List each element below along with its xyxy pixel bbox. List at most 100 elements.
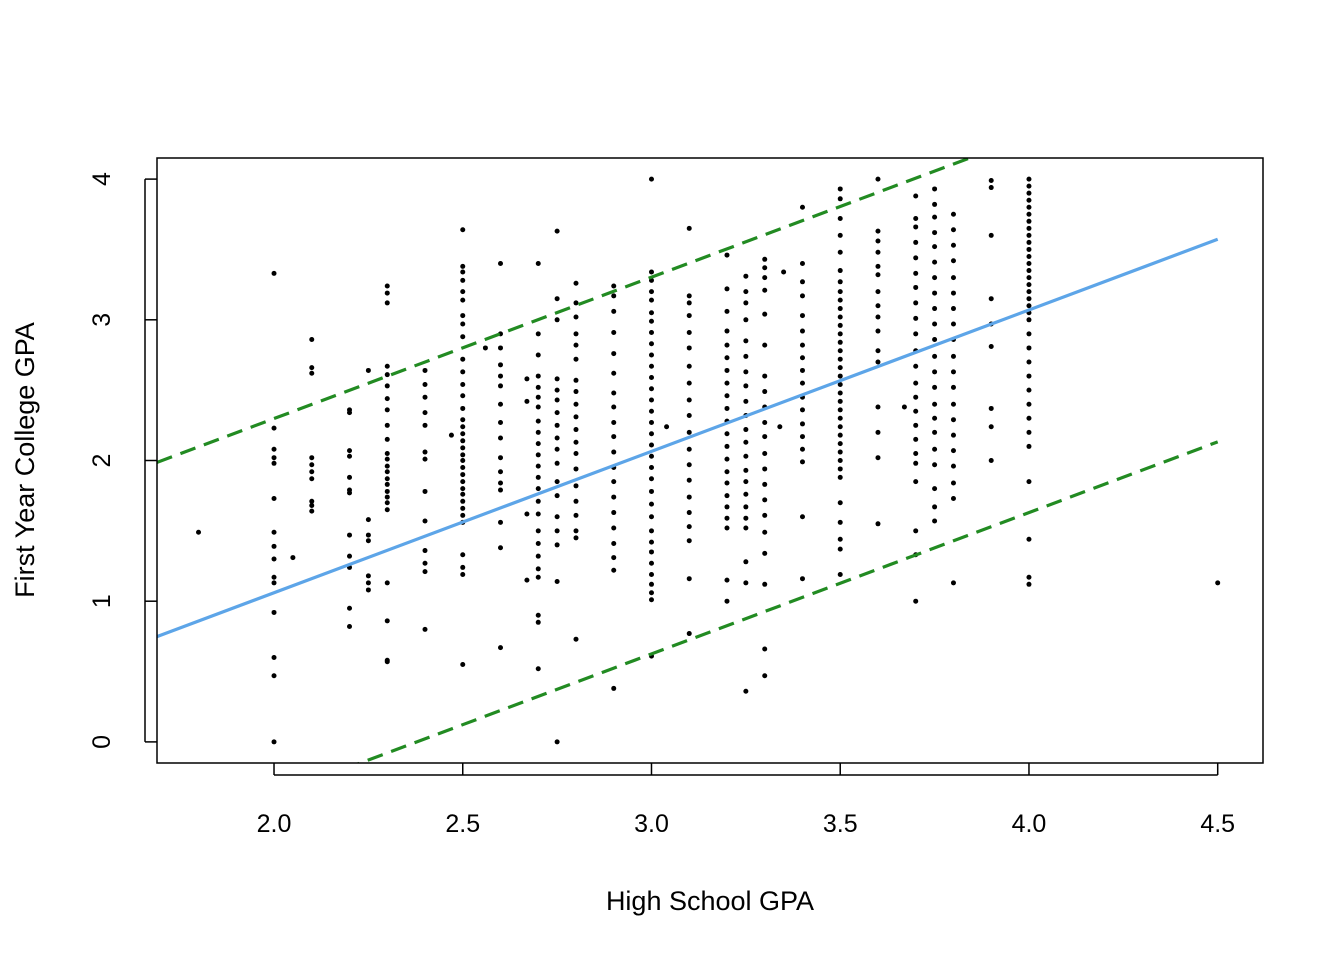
data-point (950, 242, 956, 248)
data-point (384, 283, 390, 289)
y-tick-label: 1 (88, 594, 116, 608)
data-point (309, 455, 315, 461)
data-point (309, 469, 315, 475)
data-point (648, 501, 654, 507)
data-point (365, 517, 371, 523)
data-point (686, 225, 692, 231)
data-point (535, 404, 541, 410)
data-point (686, 510, 692, 516)
data-point (1215, 580, 1221, 586)
data-point (837, 249, 843, 255)
data-point (422, 449, 428, 455)
data-point (686, 345, 692, 351)
data-point (686, 524, 692, 530)
data-point (648, 363, 654, 369)
data-point (460, 289, 466, 295)
data-point (837, 571, 843, 577)
data-point (347, 553, 353, 559)
data-point (837, 441, 843, 447)
x-tick-label: 3.0 (634, 810, 669, 838)
data-point (743, 504, 749, 510)
data-point (799, 380, 805, 386)
data-point (932, 504, 938, 510)
data-point (913, 363, 919, 369)
data-point (875, 429, 881, 435)
data-point (743, 353, 749, 359)
data-point (1026, 331, 1032, 337)
data-point (384, 450, 390, 456)
data-point (1026, 197, 1032, 203)
data-point (1026, 373, 1032, 379)
data-point (648, 310, 654, 316)
data-point (365, 587, 371, 593)
data-point (535, 528, 541, 534)
data-point (384, 372, 390, 378)
data-point (762, 497, 768, 503)
data-point (573, 280, 579, 286)
data-point (365, 532, 371, 538)
data-point (460, 498, 466, 504)
data-point (365, 538, 371, 544)
data-point (686, 293, 692, 299)
data-point (837, 339, 843, 345)
data-point (837, 536, 843, 542)
data-point (743, 398, 749, 404)
x-tick-label: 2.5 (445, 810, 480, 838)
data-point (524, 511, 530, 517)
data-point (875, 263, 881, 269)
data-point (762, 466, 768, 472)
data-point (686, 494, 692, 500)
data-point (460, 417, 466, 423)
data-point (384, 436, 390, 442)
data-point (913, 300, 919, 306)
data-point (875, 521, 881, 527)
data-point (686, 429, 692, 435)
data-point (762, 550, 768, 556)
x-tick-label: 2.0 (257, 810, 292, 838)
data-point (309, 365, 315, 371)
data-point (875, 272, 881, 278)
data-point (837, 232, 843, 238)
data-point (422, 548, 428, 554)
data-point (724, 431, 730, 437)
data-point (932, 186, 938, 192)
data-point (932, 384, 938, 390)
data-point (498, 455, 503, 461)
data-point (573, 439, 579, 445)
data-point (1026, 261, 1032, 267)
data-point (686, 576, 692, 582)
data-point (875, 328, 881, 334)
data-point (686, 313, 692, 319)
data-point (799, 514, 805, 520)
data-point (384, 456, 390, 462)
data-point (913, 479, 919, 485)
data-point (743, 317, 749, 323)
data-point (648, 581, 654, 587)
data-point (762, 275, 768, 281)
data-point (762, 420, 768, 426)
data-point (724, 286, 730, 292)
data-point (535, 511, 541, 517)
data-point (648, 329, 654, 335)
data-point (554, 446, 560, 452)
data-point (422, 626, 428, 632)
data-point (724, 480, 730, 486)
data-point (554, 542, 560, 548)
data-point (837, 365, 843, 371)
data-point (932, 244, 938, 250)
data-point (932, 259, 938, 265)
data-point (799, 459, 805, 465)
data-point (498, 519, 503, 525)
data-point (309, 462, 315, 468)
data-point (535, 429, 541, 435)
data-point (271, 529, 277, 535)
data-point (913, 193, 919, 199)
data-point (837, 373, 843, 379)
data-point (837, 279, 843, 285)
data-point (777, 424, 783, 430)
data-point (535, 261, 541, 267)
data-point (781, 269, 787, 275)
data-point (648, 297, 654, 303)
data-point (271, 574, 277, 580)
data-point (686, 538, 692, 544)
